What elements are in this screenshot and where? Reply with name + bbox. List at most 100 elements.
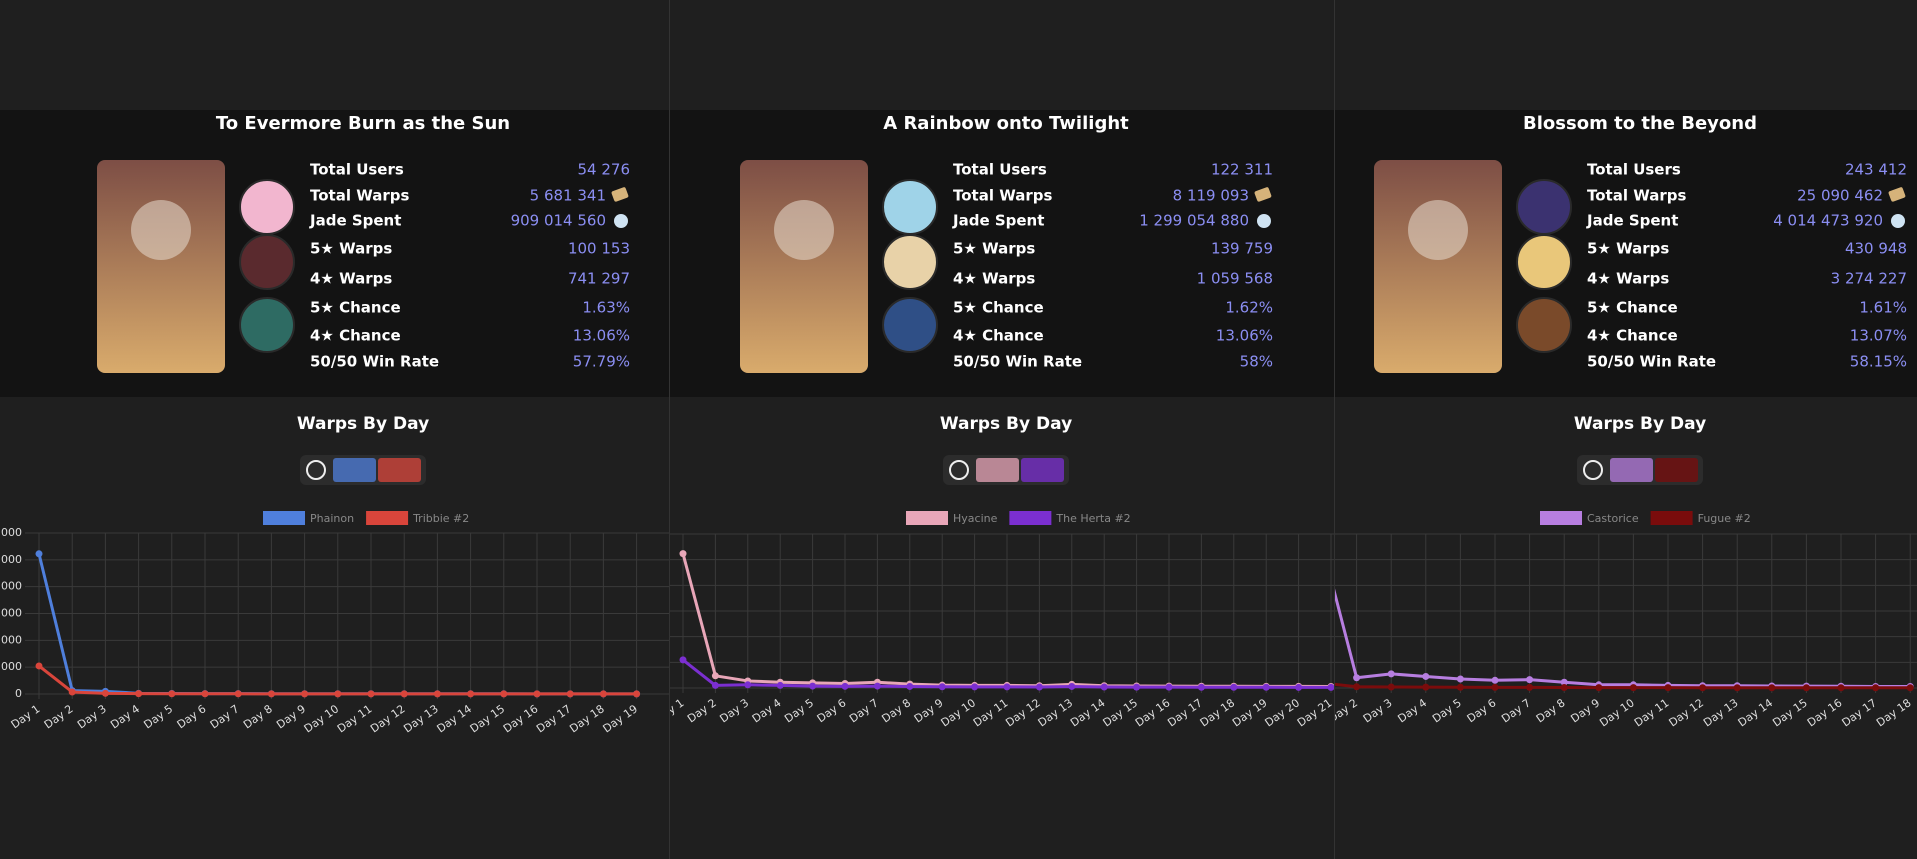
legend-label: The Herta #2: [1055, 512, 1130, 525]
x-tick-label: Day 3: [717, 696, 751, 725]
divider: [1334, 0, 1335, 859]
series-line: [1334, 682, 1911, 690]
data-point: [1230, 683, 1238, 691]
stat-label: Total Users: [1587, 161, 1681, 179]
data-point: [841, 682, 849, 690]
stat-value: 3 274 227: [1831, 270, 1907, 288]
character-thumb: [1655, 458, 1698, 482]
stat-value: 13.07%: [1850, 327, 1907, 345]
stat-value: 1.63%: [582, 299, 630, 317]
data-point: [1560, 678, 1568, 686]
stat-value: 100 153: [568, 240, 630, 258]
stat-label: Jade Spent: [952, 212, 1044, 230]
data-point: [1133, 683, 1141, 691]
data-point: [35, 662, 43, 670]
data-point: [334, 690, 342, 698]
data-point: [1629, 684, 1637, 692]
x-tick-label: Day 20: [1262, 696, 1302, 729]
x-tick-label: Day 1: [669, 696, 686, 725]
data-point: [1733, 684, 1741, 692]
character-thumb: [1021, 458, 1064, 482]
data-point: [1906, 684, 1914, 692]
y-tick-label: 400 000: [0, 633, 22, 646]
stat-value: 243 412: [1845, 161, 1907, 179]
stat-label: 5★ Chance: [953, 299, 1044, 317]
legend-label: Fugue #2: [1698, 512, 1751, 525]
stat-value: 909 014 560: [511, 212, 606, 230]
data-point: [566, 690, 574, 698]
refresh-icon: [1583, 460, 1603, 480]
data-point: [35, 550, 43, 558]
warp-icon: [1254, 187, 1272, 202]
character-thumb: [976, 458, 1019, 482]
stat-value: 139 759: [1211, 240, 1273, 258]
legend-swatch: [906, 511, 948, 525]
x-tick-label: Day 6: [815, 696, 849, 725]
x-tick-label: Day 14: [1068, 696, 1108, 729]
chart-title: Warps By Day: [1574, 414, 1706, 434]
x-tick-label: Day 10: [938, 696, 978, 729]
divider: [669, 0, 670, 859]
x-tick-label: Day 15: [1770, 696, 1810, 729]
character-thumb: [333, 458, 376, 482]
x-tick-label: Day 8: [241, 702, 275, 731]
data-point: [467, 690, 475, 698]
x-tick-label: Day 2: [42, 702, 76, 731]
banner-portrait: [740, 160, 868, 373]
x-tick-label: Day 8: [879, 696, 913, 725]
data-point: [1491, 676, 1499, 684]
stat-value: 58%: [1240, 353, 1273, 371]
x-tick-label: Day 12: [1003, 696, 1043, 729]
data-point: [1768, 684, 1776, 692]
data-point: [400, 690, 408, 698]
data-point: [1295, 683, 1303, 691]
refresh-icon: [306, 460, 326, 480]
x-tick-label: Day 12: [1666, 696, 1706, 729]
x-tick-label: Day 19: [1230, 696, 1270, 729]
banner-portrait: [1374, 160, 1502, 373]
x-tick-label: Day 3: [75, 702, 109, 731]
x-tick-label: Day 11: [1632, 696, 1672, 729]
stat-label: Total Warps: [953, 187, 1052, 205]
stat-label: Total Warps: [310, 187, 409, 205]
jade-icon: [1891, 214, 1905, 228]
data-point: [1872, 684, 1880, 692]
legend-swatch: [1540, 511, 1582, 525]
jade-icon: [1257, 214, 1271, 228]
x-tick-label: Day 10: [302, 702, 342, 735]
x-tick-label: Day 16: [1805, 696, 1845, 729]
data-point: [1353, 683, 1361, 691]
stat-label: 5★ Warps: [310, 240, 392, 258]
avatar: [882, 179, 938, 235]
x-tick-label: Day 6: [175, 702, 209, 731]
data-point: [1387, 683, 1395, 691]
series-line: [1334, 584, 1911, 688]
data-point: [1068, 682, 1076, 690]
legend-label: Castorice: [1587, 512, 1639, 525]
x-tick-label: Day 8: [1534, 696, 1568, 725]
y-tick-label: 1 000 000: [0, 553, 22, 566]
data-point: [711, 681, 719, 689]
refresh-icon: [949, 460, 969, 480]
stat-value: 13.06%: [573, 327, 630, 345]
warp-icon: [1888, 187, 1906, 202]
data-point: [938, 683, 946, 691]
data-point: [1003, 683, 1011, 691]
stat-label: 5★ Warps: [953, 240, 1035, 258]
data-point: [500, 690, 508, 698]
x-tick-label: Day 18: [1198, 696, 1238, 729]
x-tick-label: Day 2: [1334, 696, 1360, 725]
x-tick-label: Day 17: [534, 702, 574, 735]
data-point: [135, 690, 143, 698]
banner-title: Blossom to the Beyond: [1523, 113, 1757, 134]
stat-label: 4★ Chance: [1587, 327, 1678, 345]
stat-value: 57.79%: [573, 353, 630, 371]
stat-label: 4★ Warps: [1587, 270, 1669, 288]
portrait-head: [131, 200, 191, 260]
data-point: [234, 690, 242, 698]
stat-label: Total Users: [310, 161, 404, 179]
x-tick-label: Day 6: [1465, 696, 1499, 725]
data-point: [367, 690, 375, 698]
character-thumb: [1610, 458, 1653, 482]
